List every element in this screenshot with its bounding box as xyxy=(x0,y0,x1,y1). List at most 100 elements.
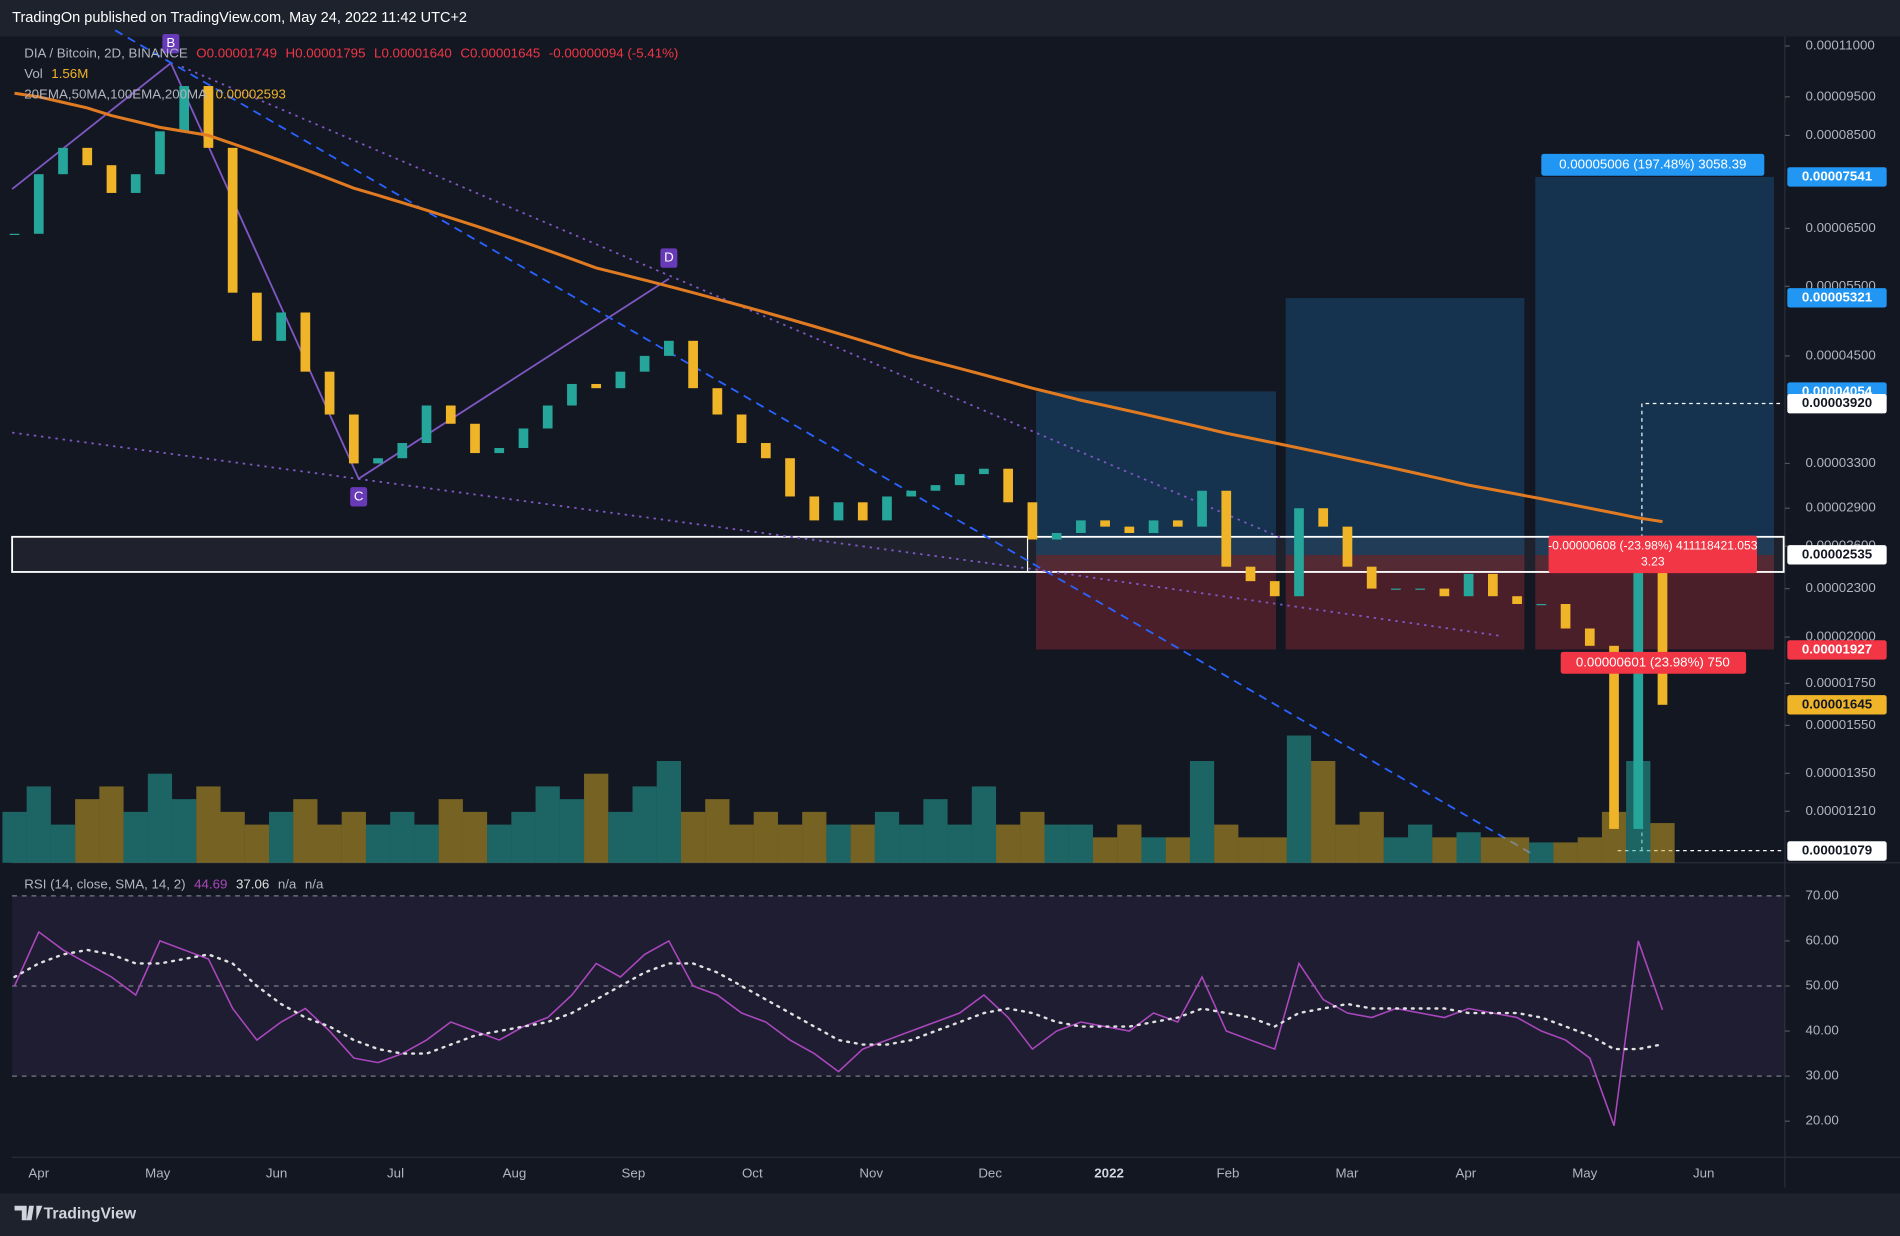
y-tick-label: 0.00001210 xyxy=(1805,803,1875,818)
position-label: 0.00005006 (197.48%) 3058.39 xyxy=(1559,156,1746,171)
volume-bar xyxy=(1432,837,1457,863)
candle xyxy=(1560,604,1571,629)
candle xyxy=(1294,508,1304,597)
candle xyxy=(1269,581,1280,597)
candle xyxy=(567,383,577,406)
rsi-sma xyxy=(13,948,1664,1055)
volume-bar xyxy=(1480,837,1505,863)
x-tick-label: Jul xyxy=(387,1166,404,1181)
candle xyxy=(1027,502,1038,540)
volume-bar xyxy=(26,786,51,863)
candle xyxy=(470,423,480,454)
candle xyxy=(688,340,698,389)
pattern-point xyxy=(350,487,368,507)
candle xyxy=(179,86,190,132)
positions xyxy=(1036,176,1774,650)
candle xyxy=(1463,573,1474,597)
price-label-bg xyxy=(1787,545,1887,565)
y-tick-label: 0.00003300 xyxy=(1805,455,1875,470)
trendline xyxy=(114,29,1534,856)
price-label: 0.00001079 xyxy=(1802,843,1872,858)
candle xyxy=(300,312,311,372)
volume-bar xyxy=(1553,842,1578,863)
volume-bar xyxy=(2,811,27,863)
candle xyxy=(421,405,432,444)
candle xyxy=(809,496,820,521)
candle xyxy=(1657,546,1668,705)
trendline xyxy=(11,431,1503,638)
y-tick-label: 0.00008500 xyxy=(1805,127,1875,142)
rsi-value: 44.69 xyxy=(194,876,227,891)
candle xyxy=(1100,520,1110,527)
price-label-bg xyxy=(1787,288,1887,308)
series-layer: 0.00011000 0.00009500 0.00008500 0.00006500… xyxy=(2,38,1876,1128)
position-label-bg xyxy=(1548,535,1758,574)
volume-bar xyxy=(147,773,173,863)
volume-bar xyxy=(1117,824,1142,863)
candle xyxy=(518,428,529,449)
volume-bar xyxy=(269,811,294,863)
candle xyxy=(1536,604,1547,606)
loss-zone xyxy=(1285,554,1525,650)
volume-bar xyxy=(196,786,221,863)
indicator-label: 20EMA,50MA,100EMA,200MA xyxy=(24,86,207,101)
y-tick-label: 0.00004500 xyxy=(1805,347,1875,362)
x-tick-label: Dec xyxy=(978,1166,1002,1181)
volume-bar xyxy=(1068,824,1093,863)
x-tick-label: Apr xyxy=(1455,1166,1476,1181)
volume-bar xyxy=(1456,832,1481,863)
volume-bar xyxy=(511,811,536,863)
candle xyxy=(276,312,286,341)
ohlc: -0.00000094 (-5.41%) xyxy=(549,45,679,60)
candle xyxy=(979,468,989,475)
ohlc: H0.00001795 xyxy=(286,45,366,60)
volume-bar xyxy=(947,824,972,863)
x-tick-label: Jun xyxy=(266,1166,287,1181)
volume-bar xyxy=(1214,824,1239,863)
candle xyxy=(1172,520,1183,527)
logo xyxy=(14,1205,43,1221)
volume-bar xyxy=(729,824,754,863)
rsi-value: 37.06 xyxy=(236,876,269,891)
volume-bar xyxy=(123,811,148,863)
volume-bar xyxy=(293,799,318,863)
volume-value: 1.56M xyxy=(51,65,88,80)
volume-bar xyxy=(608,811,633,863)
candle xyxy=(930,485,941,491)
candle xyxy=(906,490,917,497)
candle xyxy=(1609,645,1619,829)
x-tick-label: May xyxy=(1572,1166,1597,1181)
volume-bar xyxy=(777,824,803,863)
volume-bar xyxy=(656,760,681,863)
volume-bar xyxy=(462,811,488,863)
volume-bar xyxy=(487,824,512,863)
volume-bar xyxy=(317,824,342,863)
moving-average xyxy=(14,91,1663,524)
candle xyxy=(33,174,44,234)
header-bar xyxy=(0,0,1900,37)
candle xyxy=(1245,566,1256,582)
price-label-bg xyxy=(1787,167,1887,187)
volume-bar xyxy=(99,786,124,863)
candle xyxy=(712,388,723,415)
volume-bar xyxy=(438,799,463,863)
candle xyxy=(130,174,141,193)
volume-bar xyxy=(1577,837,1602,863)
volume-bar xyxy=(1650,823,1675,863)
candle xyxy=(82,147,93,166)
candle xyxy=(542,405,553,429)
candle xyxy=(106,165,117,193)
y-tick-label: 60.00 xyxy=(1805,932,1838,947)
price-label: 0.00002535 xyxy=(1802,546,1873,561)
footer: TradingView xyxy=(44,1205,137,1222)
y-tick-label: 0.00001750 xyxy=(1805,675,1875,690)
price-label: 0.00001927 xyxy=(1802,641,1872,656)
ohlc: L0.00001640 xyxy=(374,45,452,60)
x-tick-label: Aug xyxy=(503,1166,527,1181)
x-tick-label: Jun xyxy=(1693,1166,1714,1181)
candle xyxy=(373,458,383,464)
price-label-bg xyxy=(1787,695,1887,715)
legend: Vol 1.56M xyxy=(24,65,88,80)
x-tick-label: May xyxy=(145,1166,170,1181)
candle xyxy=(615,371,626,389)
